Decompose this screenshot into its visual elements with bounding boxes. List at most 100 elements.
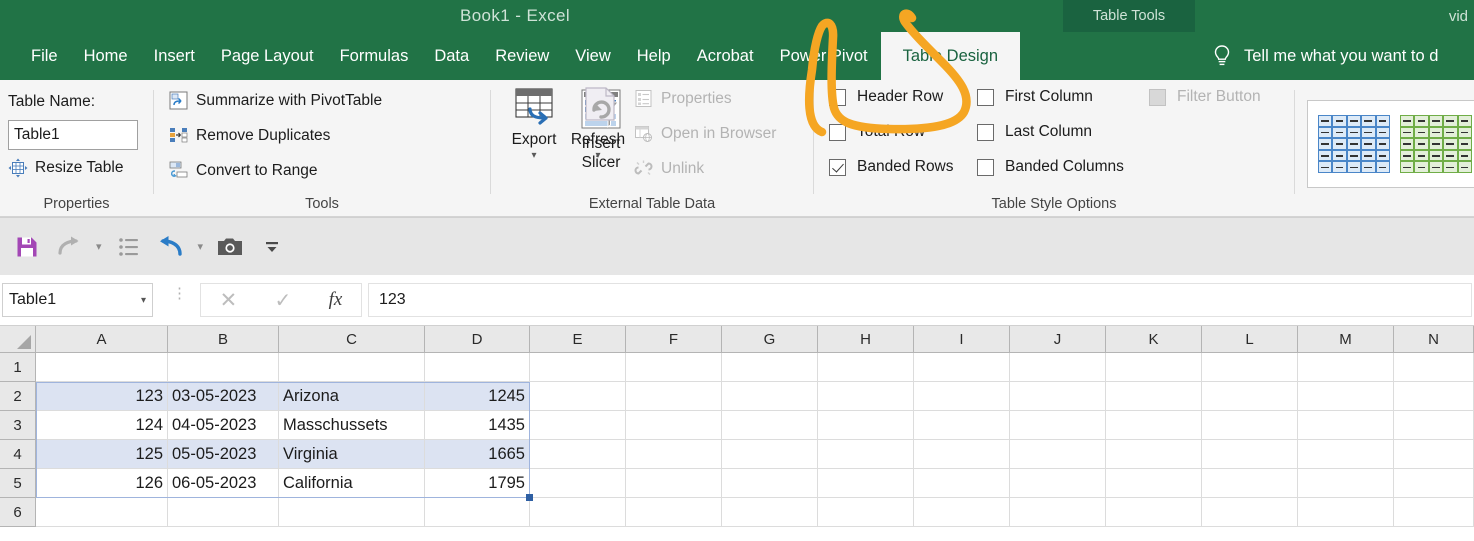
checkbox-banded-columns[interactable]: Banded Columns [977, 158, 1124, 176]
cell-C1[interactable] [279, 353, 425, 382]
cell-F4[interactable] [626, 440, 722, 469]
cell-I5[interactable] [914, 469, 1010, 498]
cell-J1[interactable] [1010, 353, 1106, 382]
column-header-C[interactable]: C [279, 326, 425, 353]
formula-bar-grip[interactable]: ⋮ [172, 286, 187, 301]
cell-C2[interactable]: Arizona [279, 382, 425, 411]
tab-view[interactable]: View [575, 47, 611, 65]
cancel-x-icon[interactable]: ✕ [219, 288, 238, 312]
cell-G1[interactable] [722, 353, 818, 382]
table-style-thumbnail-blue[interactable] [1318, 115, 1390, 173]
checkbox-first-column[interactable]: First Column [977, 88, 1093, 106]
cell-I4[interactable] [914, 440, 1010, 469]
cell-D1[interactable] [425, 353, 530, 382]
cell-B5[interactable]: 06-05-2023 [168, 469, 279, 498]
table-name-input[interactable] [8, 120, 138, 150]
column-header-F[interactable]: F [626, 326, 722, 353]
cell-B1[interactable] [168, 353, 279, 382]
cell-K5[interactable] [1106, 469, 1202, 498]
cell-M4[interactable] [1298, 440, 1394, 469]
column-header-G[interactable]: G [722, 326, 818, 353]
column-header-L[interactable]: L [1202, 326, 1298, 353]
cell-N4[interactable] [1394, 440, 1474, 469]
cell-A1[interactable] [36, 353, 168, 382]
cell-I1[interactable] [914, 353, 1010, 382]
tab-power-pivot[interactable]: Power Pivot [779, 47, 868, 65]
cell-B2[interactable]: 03-05-2023 [168, 382, 279, 411]
cell-J6[interactable] [1010, 498, 1106, 527]
cell-H4[interactable] [818, 440, 914, 469]
cell-N5[interactable] [1394, 469, 1474, 498]
cell-C3[interactable]: Masschussets [279, 411, 425, 440]
column-header-J[interactable]: J [1010, 326, 1106, 353]
cell-A5[interactable]: 126 [36, 469, 168, 498]
cell-L2[interactable] [1202, 382, 1298, 411]
select-all-corner[interactable] [0, 326, 36, 353]
cell-N2[interactable] [1394, 382, 1474, 411]
redo-dropdown-caret[interactable]: ▾ [96, 241, 102, 253]
summarize-with-pivottable-button[interactable]: Summarize with PivotTable [169, 91, 382, 110]
checkbox-total-row[interactable]: Total Row [829, 123, 925, 141]
column-header-N[interactable]: N [1394, 326, 1474, 353]
cell-I6[interactable] [914, 498, 1010, 527]
tell-me-search[interactable]: Tell me what you want to d [1212, 32, 1438, 80]
save-button[interactable] [8, 228, 46, 266]
cell-H5[interactable] [818, 469, 914, 498]
export-dropdown-caret[interactable]: ▾ [531, 150, 537, 161]
cell-K3[interactable] [1106, 411, 1202, 440]
name-box[interactable]: Table1 ▾ [2, 283, 153, 317]
cell-I3[interactable] [914, 411, 1010, 440]
cell-G5[interactable] [722, 469, 818, 498]
undo-dropdown-caret[interactable]: ▾ [197, 241, 204, 253]
cell-G3[interactable] [722, 411, 818, 440]
cell-N1[interactable] [1394, 353, 1474, 382]
refresh-dropdown-caret[interactable]: ▾ [595, 150, 601, 161]
cell-K2[interactable] [1106, 382, 1202, 411]
refresh-button[interactable]: Refresh ▾ [567, 86, 629, 161]
cell-B4[interactable]: 05-05-2023 [168, 440, 279, 469]
cell-A3[interactable]: 124 [36, 411, 168, 440]
cell-E6[interactable] [530, 498, 626, 527]
cell-F5[interactable] [626, 469, 722, 498]
cell-C5[interactable]: California [279, 469, 425, 498]
tab-data[interactable]: Data [434, 47, 470, 65]
redo-button[interactable] [50, 228, 88, 266]
column-header-M[interactable]: M [1298, 326, 1394, 353]
cell-J5[interactable] [1010, 469, 1106, 498]
cell-L5[interactable] [1202, 469, 1298, 498]
cell-F6[interactable] [626, 498, 722, 527]
cell-G2[interactable] [722, 382, 818, 411]
cell-H3[interactable] [818, 411, 914, 440]
enter-check-icon[interactable]: ✓ [274, 289, 292, 312]
cell-H1[interactable] [818, 353, 914, 382]
cell-E4[interactable] [530, 440, 626, 469]
fx-icon[interactable]: fx [328, 289, 343, 310]
cell-C4[interactable]: Virginia [279, 440, 425, 469]
cell-N3[interactable] [1394, 411, 1474, 440]
tab-review[interactable]: Review [495, 47, 550, 65]
cell-D2[interactable]: 1245 [425, 382, 530, 411]
cell-M3[interactable] [1298, 411, 1394, 440]
checkbox-last-column[interactable]: Last Column [977, 123, 1092, 141]
cell-K1[interactable] [1106, 353, 1202, 382]
cell-A4[interactable]: 125 [36, 440, 168, 469]
export-button[interactable]: Export ▾ [503, 86, 565, 161]
tab-file[interactable]: File [31, 47, 58, 65]
convert-to-range-button[interactable]: Convert to Range [169, 161, 318, 180]
cell-K6[interactable] [1106, 498, 1202, 527]
cell-A6[interactable] [36, 498, 168, 527]
cell-J3[interactable] [1010, 411, 1106, 440]
customize-toolbar-button[interactable] [253, 228, 291, 266]
cell-C6[interactable] [279, 498, 425, 527]
column-header-A[interactable]: A [36, 326, 168, 353]
cell-M5[interactable] [1298, 469, 1394, 498]
remove-duplicates-button[interactable]: Remove Duplicates [169, 126, 330, 145]
cell-F1[interactable] [626, 353, 722, 382]
table-style-thumbnail-green[interactable] [1400, 115, 1472, 173]
row-header-1[interactable]: 1 [0, 353, 36, 382]
cell-D6[interactable] [425, 498, 530, 527]
row-header-4[interactable]: 4 [0, 440, 36, 469]
cell-J4[interactable] [1010, 440, 1106, 469]
checkbox-header-row[interactable]: Header Row [829, 88, 943, 106]
cell-B3[interactable]: 04-05-2023 [168, 411, 279, 440]
